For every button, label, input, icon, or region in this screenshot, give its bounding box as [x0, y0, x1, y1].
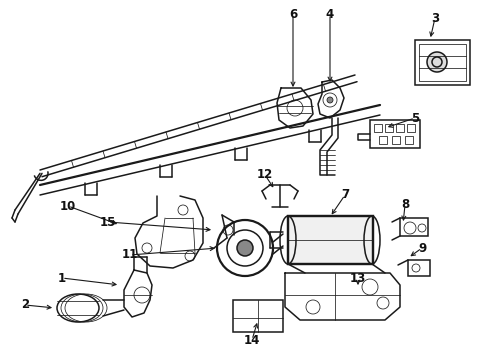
- Text: 14: 14: [244, 333, 260, 346]
- Text: 9: 9: [418, 242, 426, 255]
- Text: 6: 6: [289, 8, 297, 21]
- Text: 11: 11: [122, 248, 138, 261]
- Bar: [407, 124, 415, 132]
- Bar: [396, 124, 404, 132]
- Bar: [405, 136, 413, 144]
- Text: 10: 10: [60, 199, 76, 212]
- Bar: [288, 216, 373, 264]
- Bar: [408, 260, 430, 276]
- Bar: [385, 124, 393, 132]
- Text: 8: 8: [401, 198, 409, 211]
- Bar: [379, 136, 387, 144]
- Bar: [392, 136, 400, 144]
- Text: 2: 2: [21, 298, 29, 311]
- Bar: [374, 124, 382, 132]
- Text: 12: 12: [257, 168, 273, 181]
- Text: 3: 3: [431, 12, 439, 24]
- Text: 4: 4: [326, 8, 334, 21]
- Text: 1: 1: [58, 271, 66, 284]
- Bar: [415, 40, 470, 85]
- Bar: [288, 216, 373, 264]
- Bar: [370, 120, 420, 148]
- Circle shape: [427, 52, 447, 72]
- Bar: [419, 44, 466, 81]
- Text: 5: 5: [411, 112, 419, 125]
- Bar: [233, 300, 283, 332]
- Circle shape: [237, 240, 253, 256]
- Bar: [400, 218, 428, 236]
- Text: 13: 13: [350, 271, 366, 284]
- Circle shape: [327, 97, 333, 103]
- Text: 15: 15: [100, 216, 116, 229]
- Text: 7: 7: [341, 189, 349, 202]
